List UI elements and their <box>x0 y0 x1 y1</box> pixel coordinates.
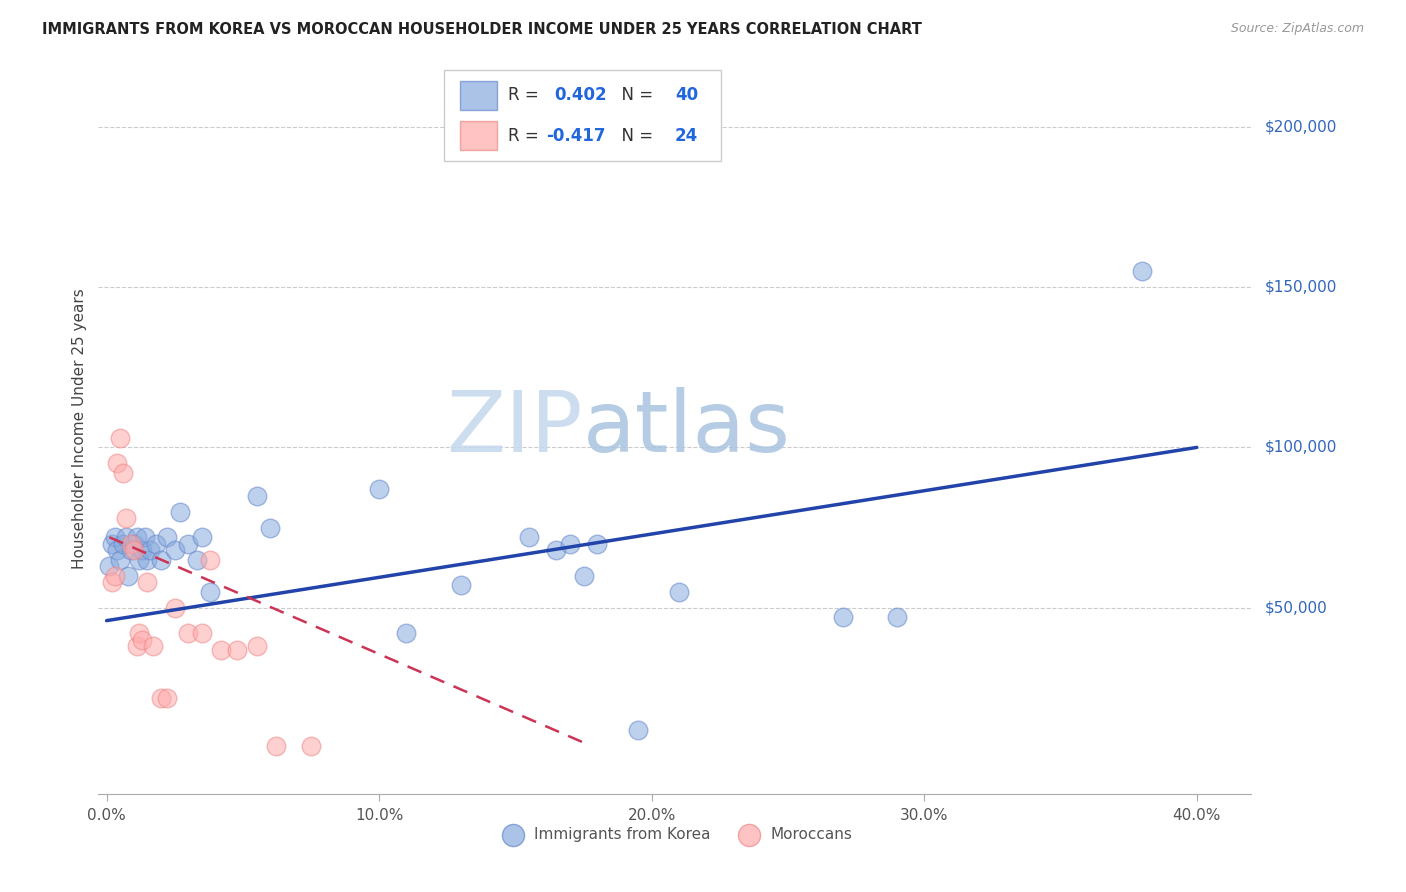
Point <box>145 536 167 550</box>
Point <box>155 690 177 705</box>
Point <box>299 739 322 753</box>
Point <box>517 530 540 544</box>
Point <box>107 543 129 558</box>
Point <box>120 536 142 550</box>
Point <box>104 568 127 582</box>
Point <box>245 489 267 503</box>
Text: N =: N = <box>612 87 659 104</box>
Point <box>150 690 173 705</box>
Text: 40: 40 <box>675 87 697 104</box>
Point <box>122 543 145 558</box>
Point <box>101 575 124 590</box>
Point <box>107 457 129 471</box>
Point <box>150 552 173 566</box>
Point <box>668 584 690 599</box>
Point <box>128 552 150 566</box>
Point <box>546 543 568 558</box>
Point <box>191 626 214 640</box>
Text: 24: 24 <box>675 127 699 145</box>
Point <box>209 642 232 657</box>
Point <box>163 600 186 615</box>
Point <box>110 552 132 566</box>
Text: 0.402: 0.402 <box>554 87 606 104</box>
Point <box>128 626 150 640</box>
Point <box>122 536 145 550</box>
Point <box>169 505 191 519</box>
Point <box>136 575 159 590</box>
Point <box>186 552 208 566</box>
Point <box>120 543 142 558</box>
Point <box>450 578 472 592</box>
Point <box>142 640 165 654</box>
FancyBboxPatch shape <box>460 80 498 110</box>
Point <box>558 536 581 550</box>
Text: $200,000: $200,000 <box>1265 120 1337 134</box>
Point <box>110 431 132 445</box>
Text: R =: R = <box>508 127 544 145</box>
Legend: Immigrants from Korea, Moroccans: Immigrants from Korea, Moroccans <box>492 822 858 848</box>
Point <box>572 568 595 582</box>
Y-axis label: Householder Income Under 25 years: Householder Income Under 25 years <box>72 288 87 568</box>
Text: $50,000: $50,000 <box>1265 600 1329 615</box>
Point <box>264 739 287 753</box>
Text: Source: ZipAtlas.com: Source: ZipAtlas.com <box>1230 22 1364 36</box>
Point <box>226 642 249 657</box>
Point <box>136 552 159 566</box>
Point <box>111 466 134 480</box>
Point <box>125 530 148 544</box>
Point <box>368 482 391 496</box>
Text: R =: R = <box>508 87 544 104</box>
Point <box>1130 264 1153 278</box>
Point <box>98 559 121 574</box>
Point <box>117 568 139 582</box>
Point <box>111 536 134 550</box>
Text: $150,000: $150,000 <box>1265 279 1337 294</box>
FancyBboxPatch shape <box>460 121 498 150</box>
Point <box>163 543 186 558</box>
Text: ZIP: ZIP <box>446 386 582 470</box>
Point <box>101 536 124 550</box>
Point <box>134 530 156 544</box>
Text: IMMIGRANTS FROM KOREA VS MOROCCAN HOUSEHOLDER INCOME UNDER 25 YEARS CORRELATION : IMMIGRANTS FROM KOREA VS MOROCCAN HOUSEH… <box>42 22 922 37</box>
Text: -0.417: -0.417 <box>546 127 605 145</box>
Point <box>395 626 418 640</box>
Point <box>114 511 136 525</box>
Point <box>198 584 221 599</box>
Point <box>155 530 177 544</box>
Point <box>114 530 136 544</box>
Point <box>245 640 267 654</box>
Point <box>831 610 853 624</box>
Point <box>104 530 127 544</box>
Text: atlas: atlas <box>582 386 790 470</box>
Point <box>886 610 908 624</box>
Point <box>139 543 162 558</box>
Point <box>191 530 214 544</box>
Point <box>198 552 221 566</box>
Point <box>177 536 200 550</box>
Text: N =: N = <box>612 127 659 145</box>
Point <box>131 632 153 647</box>
Text: $100,000: $100,000 <box>1265 440 1337 455</box>
Point <box>131 543 153 558</box>
Point <box>627 723 650 737</box>
Point <box>177 626 200 640</box>
Point <box>125 640 148 654</box>
FancyBboxPatch shape <box>444 70 721 161</box>
Point <box>259 520 281 534</box>
Point <box>586 536 609 550</box>
